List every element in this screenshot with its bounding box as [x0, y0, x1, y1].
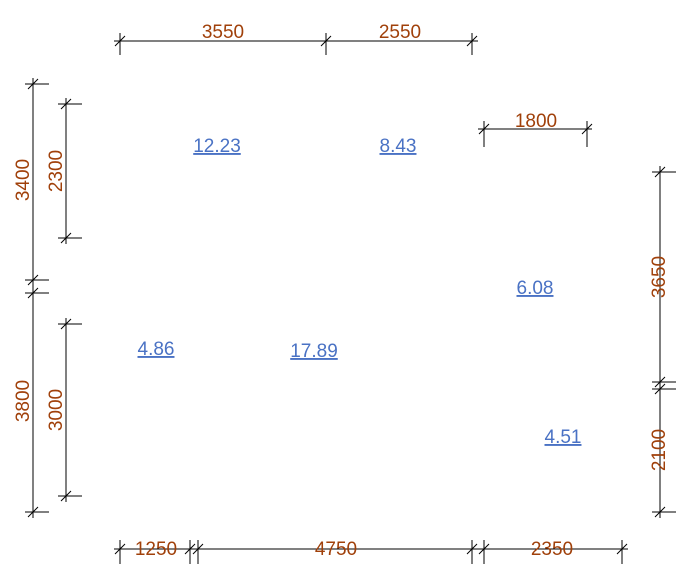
left-outer-dimension-chain: 3400 3800	[13, 78, 49, 518]
room-area-label[interactable]: 4.86	[138, 339, 175, 360]
dim-top-1: 3550	[202, 22, 244, 43]
dim-right-2: 2100	[649, 429, 670, 471]
dim-bottom-1: 1250	[135, 539, 177, 560]
dim-bottom-3: 2350	[531, 539, 573, 560]
bottom-dimension-chain: 1250 4750 2350	[114, 539, 628, 564]
top-dimension-chain: 3550 2550	[114, 22, 478, 55]
left-inner-dimensions: 2300 3000	[46, 98, 82, 502]
dim-left-inner-2: 3000	[46, 389, 67, 431]
dim-left-outer-2: 3800	[13, 380, 34, 422]
dim-right-1: 3650	[649, 256, 670, 298]
dim-left-inner-1: 2300	[46, 150, 67, 192]
dim-left-outer-1: 3400	[13, 159, 34, 201]
room-area-label[interactable]: 8.43	[380, 136, 417, 157]
room-area-label[interactable]: 12.23	[193, 136, 241, 157]
top-right-dimension: 1800	[478, 111, 593, 147]
right-dimension-chain: 3650 2100	[649, 166, 676, 518]
room-area-label[interactable]: 4.51	[545, 427, 582, 448]
room-area-label[interactable]: 17.89	[290, 341, 338, 362]
dim-top-right: 1800	[515, 111, 557, 132]
dim-bottom-2: 4750	[315, 539, 357, 560]
room-area-label[interactable]: 6.08	[517, 278, 554, 299]
dim-top-2: 2550	[379, 22, 421, 43]
room-areas: 12.23 8.43 6.08 4.86 17.89 4.51	[138, 136, 582, 448]
